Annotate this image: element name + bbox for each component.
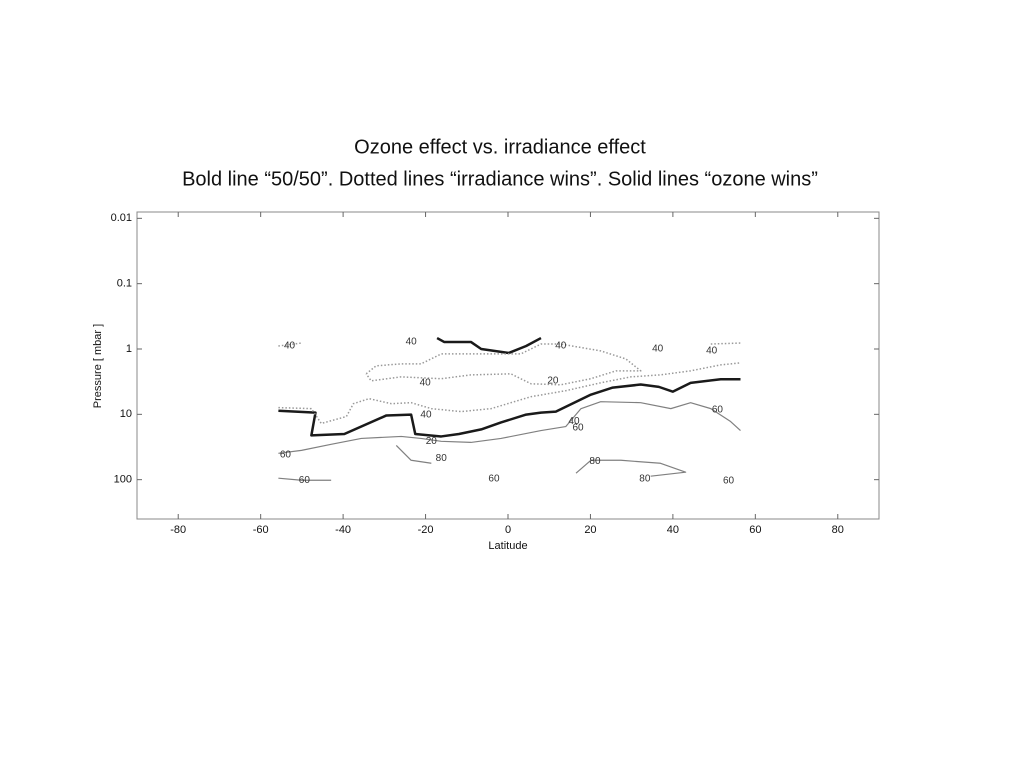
x-tick-label: 40: [667, 524, 679, 536]
x-tick-label: 60: [749, 524, 761, 536]
contour-label: 40: [706, 346, 718, 357]
x-axis-label: Latitude: [488, 540, 527, 552]
plot-frame: [136, 211, 880, 520]
contour-line: [365, 343, 642, 386]
y-tick-label: 0.1: [117, 278, 132, 290]
contour-label: 60: [280, 450, 292, 461]
contour-label: 20: [547, 375, 559, 386]
contour-label: 60: [299, 475, 311, 486]
contour-label: 60: [712, 404, 724, 415]
y-tick-label: 10: [120, 408, 132, 420]
contour-label: 80: [436, 453, 448, 464]
contour-label: 60: [573, 422, 585, 433]
contour-line: [710, 342, 741, 345]
contour-label: 60: [723, 476, 735, 487]
x-tick-label: 0: [505, 524, 511, 536]
y-tick-label: 0.01: [111, 212, 132, 224]
y-axis-label: Pressure [ mbar ]: [92, 324, 104, 408]
x-tick-label: -20: [418, 524, 434, 536]
contour-line: [278, 477, 332, 481]
x-tick-label: -80: [170, 524, 186, 536]
contour-label: 40: [652, 344, 664, 355]
contour-label: 20: [426, 436, 438, 447]
y-tick-label: 100: [114, 474, 132, 486]
contour-line: [278, 401, 741, 454]
contour-line: [436, 336, 542, 355]
contour-label: 40: [568, 416, 580, 427]
contour-label: 60: [488, 474, 500, 485]
contour-line: [575, 459, 687, 477]
contour-label: 80: [589, 456, 601, 467]
x-tick-label: 20: [584, 524, 596, 536]
contour-label: 40: [284, 341, 296, 352]
contour-label: 40: [420, 377, 432, 388]
contour-label: 40: [555, 341, 567, 352]
y-tick-label: 1: [126, 343, 132, 355]
contour-line: [278, 362, 741, 425]
x-tick-label: 80: [832, 524, 844, 536]
chart-subtitle: Bold line “50/50”. Dotted lines “irradia…: [182, 168, 818, 190]
contour-line: [395, 444, 432, 464]
contour-label: 80: [639, 474, 651, 485]
x-tick-label: -40: [335, 524, 351, 536]
contour-line: [278, 377, 741, 438]
contour-label: 40: [406, 337, 418, 348]
x-tick-label: -60: [253, 524, 269, 536]
chart-title: Ozone effect vs. irradiance effect: [354, 136, 646, 158]
contour-label: 40: [420, 409, 432, 420]
contour-line: [278, 342, 302, 347]
